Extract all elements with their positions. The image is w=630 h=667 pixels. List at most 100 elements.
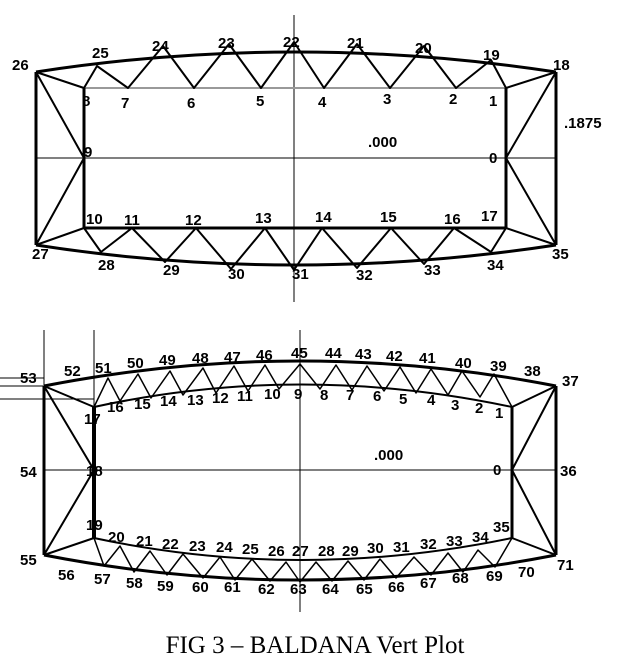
bottom-node-label: 34 (472, 529, 489, 546)
bottom-center-value: .000 (374, 447, 403, 464)
top-center-value: .000 (368, 134, 397, 151)
bottom-node-label: 29 (342, 543, 359, 560)
top-node-label: 5 (256, 93, 264, 110)
bottom-node-label: 41 (419, 350, 436, 367)
bottom-node-label: 63 (290, 581, 307, 598)
bottom-right-diagonals (511, 385, 557, 556)
bottom-node-label: 30 (367, 540, 384, 557)
top-node-label: 13 (255, 210, 272, 227)
bottom-node-label: 54 (20, 464, 37, 481)
bottom-node-label: 67 (420, 575, 437, 592)
bottom-node-label: 48 (192, 350, 209, 367)
top-node-label: 11 (124, 212, 140, 229)
top-plot (34, 15, 558, 302)
top-node-label: 0 (489, 150, 497, 167)
top-node-label: 31 (292, 266, 309, 283)
top-node-label: 33 (424, 262, 441, 279)
bottom-node-label: 3 (451, 397, 459, 414)
bottom-node-label: 68 (452, 570, 469, 587)
bottom-outer-arc-bottom (43, 553, 557, 582)
bottom-right-diag-lower (511, 537, 557, 556)
bottom-node-label: 66 (388, 579, 405, 596)
bottom-node-label: 18 (86, 463, 103, 480)
top-node-label: 21 (347, 35, 364, 52)
top-node-label: 4 (318, 94, 327, 111)
bottom-left-diag-lower (43, 537, 95, 556)
bottom-node-label: 70 (518, 564, 535, 581)
bottom-node-label: 47 (224, 349, 241, 366)
bottom-node-label: 50 (127, 355, 144, 372)
top-node-label: 19 (483, 47, 500, 64)
bottom-node-label: 23 (189, 538, 206, 555)
bottom-node-label: 51 (95, 360, 112, 377)
bottom-node-label: 13 (187, 392, 204, 409)
bottom-node-label: 6 (373, 388, 381, 405)
bottom-upper-zigzag (93, 363, 513, 408)
top-node-label: 20 (415, 40, 432, 57)
top-upper-zigzag (83, 41, 507, 89)
bottom-node-label: 11 (237, 388, 253, 405)
top-node-label: 22 (283, 34, 300, 51)
bottom-node-label: 32 (420, 536, 437, 553)
bottom-node-label: 21 (136, 533, 153, 550)
bottom-node-label: 36 (560, 463, 577, 480)
bottom-node-label: 20 (108, 529, 125, 546)
bottom-node-label: 43 (355, 346, 372, 363)
bottom-node-label: 17 (84, 411, 101, 428)
top-node-label: 8 (82, 93, 90, 110)
bottom-node-label: 59 (157, 578, 174, 595)
bottom-left-diag-upper (43, 385, 95, 408)
top-node-label: 23 (218, 35, 235, 52)
bottom-node-label: 1 (495, 405, 503, 422)
bottom-node-label: 56 (58, 567, 75, 584)
top-node-label: 15 (380, 209, 397, 226)
bottom-node-label: 42 (386, 348, 403, 365)
bottom-left-diagonals (43, 385, 95, 556)
bottom-node-label: 64 (322, 581, 339, 598)
bottom-node-label: 25 (242, 541, 259, 558)
top-node-label: 2 (449, 91, 457, 108)
top-node-label: 14 (315, 209, 332, 226)
top-right-diag-lower (505, 227, 557, 246)
bottom-node-label: 49 (159, 352, 176, 369)
bottom-node-label: 44 (325, 345, 342, 362)
top-right-diagonals (505, 71, 557, 246)
bottom-node-label: 39 (490, 358, 507, 375)
top-node-label: 32 (356, 267, 373, 284)
bottom-node-label: 38 (524, 363, 541, 380)
bottom-node-label: 7 (346, 387, 354, 404)
top-outer-arc-top (35, 50, 557, 74)
bottom-node-label: 5 (399, 391, 407, 408)
top-left-diagonals (35, 71, 85, 246)
bottom-node-label: 26 (268, 543, 285, 560)
bottom-node-label: 69 (486, 568, 503, 585)
bottom-node-label: 45 (291, 345, 308, 362)
top-node-label: 24 (152, 38, 169, 55)
top-node-label: 12 (185, 212, 202, 229)
top-right-value: .1875 (564, 115, 602, 132)
bottom-node-label: 62 (258, 581, 275, 598)
top-node-label: 16 (444, 211, 461, 228)
bottom-node-label: 71 (557, 557, 574, 574)
bottom-node-label: 27 (292, 543, 309, 560)
top-node-label: 30 (228, 266, 245, 283)
top-node-label: 26 (12, 57, 29, 74)
top-right-diag-upper (505, 71, 557, 89)
top-lower-zigzag (83, 227, 507, 271)
bottom-node-label: 2 (475, 400, 483, 417)
top-node-label: 6 (187, 95, 195, 112)
bottom-node-label: 53 (20, 370, 37, 387)
top-node-label: 27 (32, 246, 49, 263)
bottom-node-label: 15 (134, 396, 151, 413)
bottom-node-label: 61 (224, 579, 241, 596)
bottom-node-label: 60 (192, 579, 209, 596)
bottom-plot (0, 330, 558, 612)
top-node-label: 17 (481, 208, 498, 225)
bottom-node-label: 55 (20, 552, 37, 569)
top-outer-arc-bottom (35, 243, 557, 267)
bottom-node-label: 57 (94, 571, 111, 588)
bottom-lower-zigzag (93, 537, 513, 583)
